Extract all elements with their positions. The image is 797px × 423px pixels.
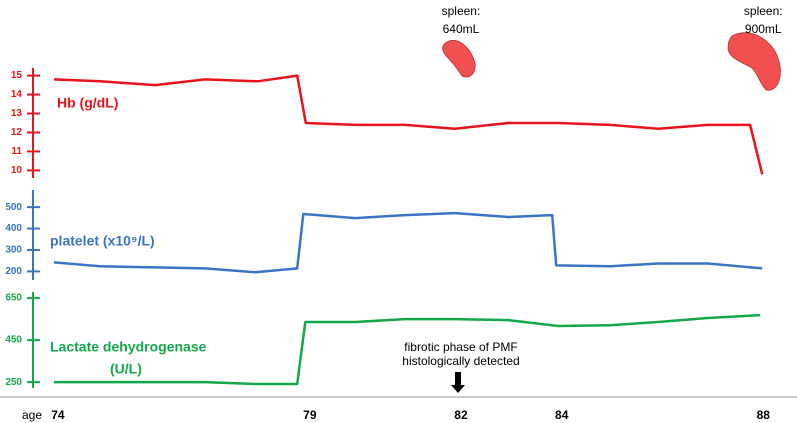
panel-label: platelet (x10⁹/L) [50, 233, 155, 249]
y-tick-label: 13 [11, 108, 23, 119]
data-line [53, 211, 763, 274]
y-tick-label: 650 [5, 293, 22, 304]
panel-label: Hb (g/dL) [57, 95, 118, 111]
y-tick-label: 450 [5, 335, 22, 346]
arrow [451, 372, 465, 393]
annotation: fibrotic phase of PMF [404, 340, 517, 354]
spleen-icon [442, 40, 476, 78]
panel-label: (U/L) [110, 361, 142, 377]
y-tick-label: 250 [5, 377, 22, 388]
y-tick-label: 400 [5, 223, 22, 234]
y-tick-label: 10 [11, 165, 23, 176]
x-tick-label: 88 [757, 408, 771, 422]
x-tick-label: 82 [454, 408, 468, 422]
annotation: spleen: [442, 4, 481, 18]
y-tick-label: 12 [11, 127, 23, 138]
data-line [53, 313, 761, 386]
data-line [53, 74, 764, 175]
y-tick-label: 11 [11, 146, 22, 157]
y-tick-label: 15 [11, 70, 23, 81]
y-tick-label: 14 [11, 89, 23, 100]
spleen-icon [727, 32, 781, 91]
annotation: 640mL [443, 22, 480, 36]
y-tick-label: 500 [5, 202, 22, 213]
y-tick-label: 200 [5, 266, 22, 277]
panel-label: Lactate dehydrogenase [50, 339, 207, 355]
y-tick-label: 300 [5, 245, 22, 256]
annotation: spleen: [744, 4, 783, 18]
x-tick-label: 74 [51, 408, 65, 422]
x-axis-label: age [22, 408, 42, 422]
annotation: 900mL [745, 22, 782, 36]
x-tick-label: 79 [303, 408, 317, 422]
x-tick-label: 84 [555, 408, 569, 422]
annotation: histologically detected [402, 354, 519, 368]
